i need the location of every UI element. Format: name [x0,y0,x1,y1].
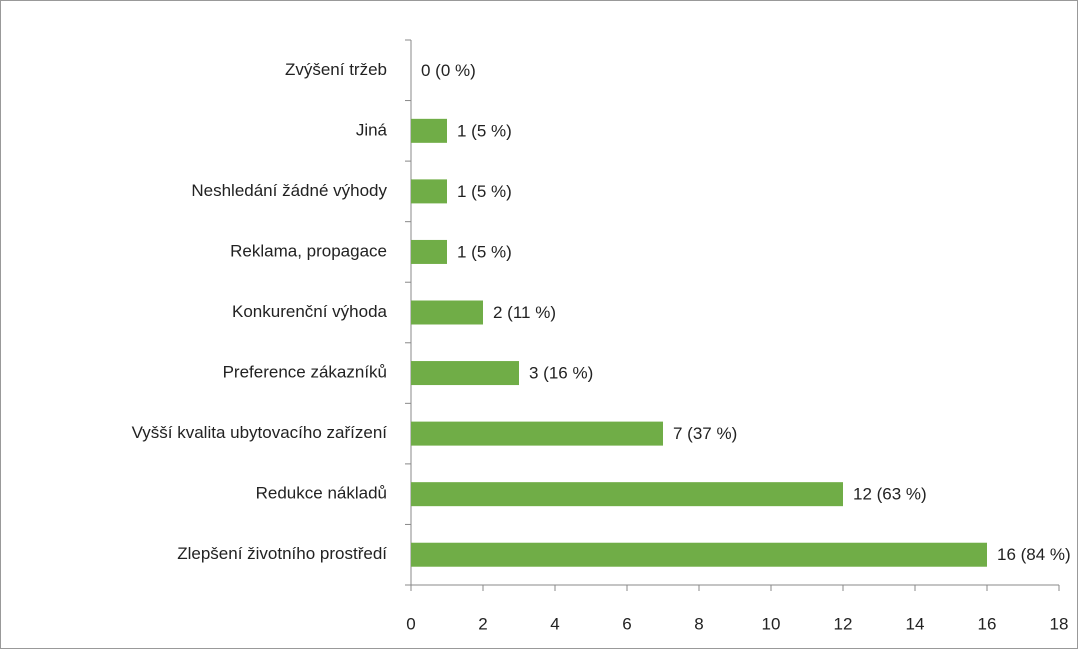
x-tick-label: 8 [694,614,703,633]
bar [411,300,483,325]
bar [411,239,447,264]
y-tick-label: Zlepšení životního prostředí [177,544,387,563]
value-label: 1 (5 %) [457,121,512,140]
y-tick-label: Neshledání žádné výhody [191,181,387,200]
y-tick-label: Preference zákazníků [223,363,387,382]
value-label: 12 (63 %) [853,485,927,504]
x-tick-label: 18 [1050,614,1069,633]
x-tick-label: 12 [834,614,853,633]
bar [411,361,519,386]
x-tick-label: 0 [406,614,415,633]
y-tick-label: Reklama, propagace [230,241,387,260]
x-tick-label: 10 [762,614,781,633]
bar [411,179,447,204]
x-tick-label: 14 [906,614,925,633]
x-tick-label: 2 [478,614,487,633]
value-label: 1 (5 %) [457,242,512,261]
y-tick-label: Redukce nákladů [256,484,387,503]
y-tick-label: Zvýšení tržeb [285,60,387,79]
x-tick-label: 4 [550,614,559,633]
x-tick-label: 6 [622,614,631,633]
bar [411,482,843,507]
y-tick-label: Konkurenční výhoda [232,302,388,321]
value-label: 1 (5 %) [457,182,512,201]
bar [411,542,987,567]
bar [411,118,447,143]
bar [411,421,663,446]
x-tick-label: 16 [978,614,997,633]
value-label: 0 (0 %) [421,61,476,80]
value-label: 16 (84 %) [997,545,1071,564]
value-label: 2 (11 %) [493,303,556,322]
y-tick-label: Vyšší kvalita ubytovacího zařízení [132,423,388,442]
value-label: 7 (37 %) [673,424,737,443]
value-label: 3 (16 %) [529,364,593,383]
y-tick-label: Jiná [356,120,388,139]
